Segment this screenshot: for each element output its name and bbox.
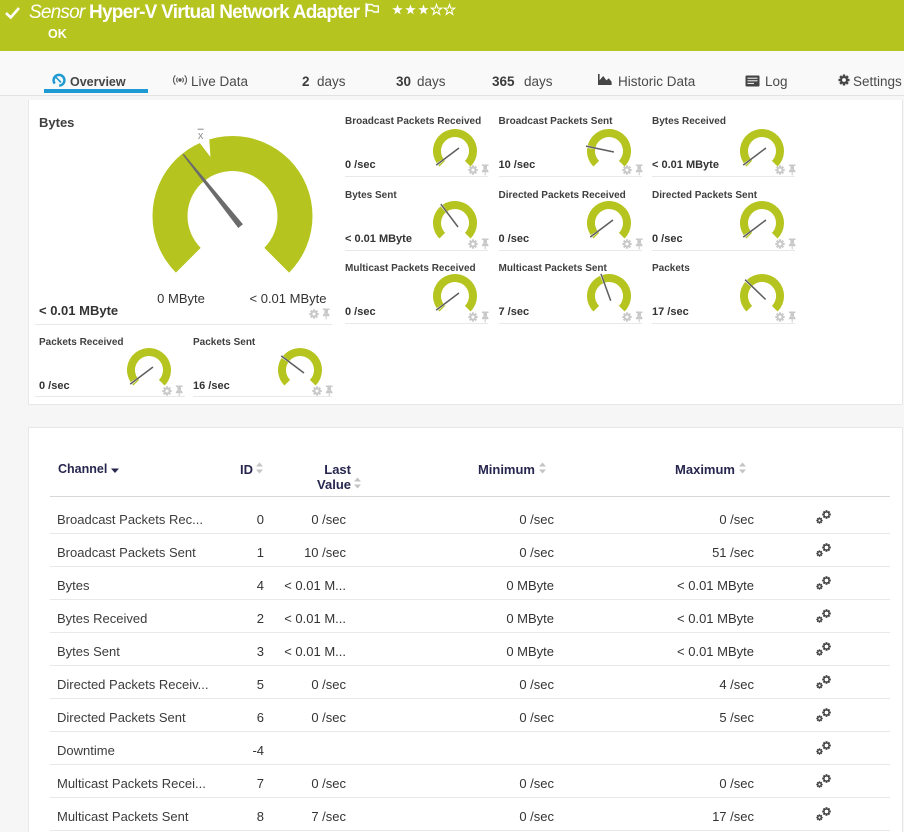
svg-text:x: x	[198, 130, 204, 142]
